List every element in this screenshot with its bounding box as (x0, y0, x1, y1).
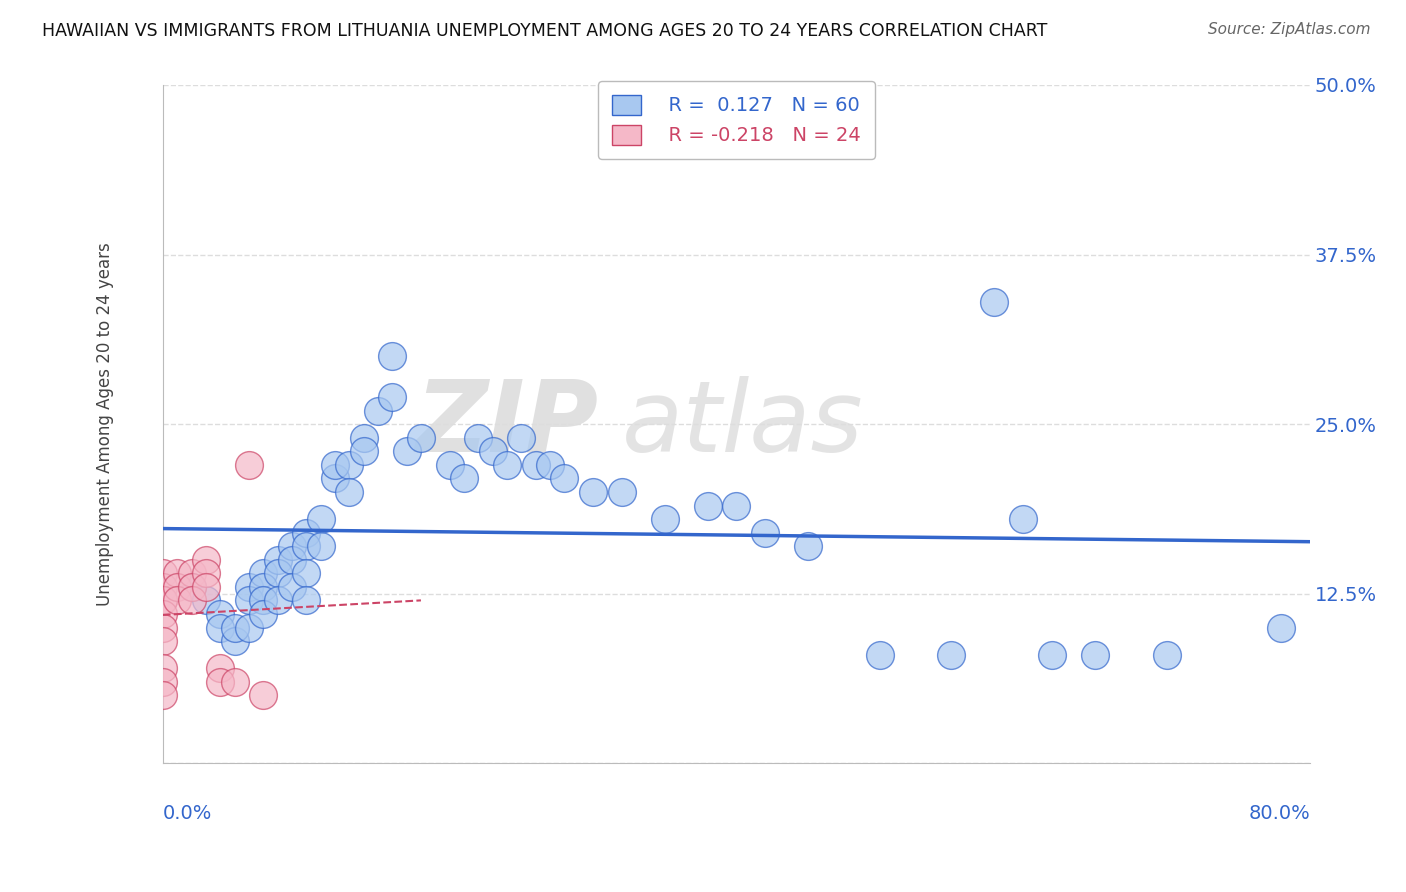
Point (353, 431, 375, 445)
Point (252, 566, 274, 581)
Text: Source: ZipAtlas.com: Source: ZipAtlas.com (1208, 22, 1371, 37)
Point (209, 607, 232, 621)
Point (180, 580, 202, 594)
Text: HAWAIIAN VS IMMIGRANTS FROM LITHUANIA UNEMPLOYMENT AMONG AGES 20 TO 24 YEARS COR: HAWAIIAN VS IMMIGRANTS FROM LITHUANIA UN… (42, 22, 1047, 40)
Point (166, 566, 188, 581)
Point (409, 431, 432, 445)
Point (797, 539, 820, 553)
Point (252, 580, 274, 594)
Text: atlas: atlas (621, 376, 863, 473)
Point (194, 593, 217, 607)
Text: ZIP: ZIP (416, 376, 599, 473)
Point (295, 539, 318, 553)
Point (367, 403, 389, 417)
Point (209, 674, 232, 689)
Point (467, 431, 489, 445)
Point (1084, 648, 1107, 662)
Point (524, 458, 547, 472)
Point (353, 444, 375, 458)
Point (266, 566, 288, 581)
Point (194, 553, 217, 567)
Point (725, 499, 748, 513)
Point (152, 674, 174, 689)
Point (238, 593, 260, 607)
Point (295, 525, 318, 540)
Point (152, 593, 174, 607)
Point (538, 458, 561, 472)
Point (209, 661, 232, 675)
Point (152, 566, 174, 581)
Point (238, 458, 260, 472)
Point (152, 634, 174, 648)
Point (309, 539, 332, 553)
Point (252, 593, 274, 607)
Point (152, 580, 174, 594)
Point (152, 661, 174, 675)
Legend:   R =  0.127   N = 60,   R = -0.218   N = 24: R = 0.127 N = 60, R = -0.218 N = 24 (598, 81, 875, 159)
Point (252, 607, 274, 621)
Point (309, 512, 332, 526)
Point (224, 621, 246, 635)
Point (209, 621, 232, 635)
Text: 80.0%: 80.0% (1249, 804, 1310, 823)
Point (238, 621, 260, 635)
Point (252, 689, 274, 703)
Point (496, 458, 519, 472)
Point (1040, 648, 1063, 662)
Point (224, 634, 246, 648)
Point (194, 580, 217, 594)
Point (381, 349, 404, 363)
Point (180, 593, 202, 607)
Point (1156, 648, 1178, 662)
Point (281, 580, 304, 594)
Point (582, 484, 605, 499)
Point (194, 566, 217, 581)
Point (152, 621, 174, 635)
Point (323, 471, 346, 485)
Point (266, 593, 288, 607)
Point (152, 689, 174, 703)
Point (481, 444, 503, 458)
Point (166, 593, 188, 607)
Point (152, 593, 174, 607)
Point (295, 566, 318, 581)
Text: 0.0%: 0.0% (163, 804, 212, 823)
Point (152, 607, 174, 621)
Point (281, 553, 304, 567)
Point (510, 431, 533, 445)
Point (1270, 621, 1292, 635)
Point (983, 295, 1005, 310)
Point (381, 390, 404, 404)
Point (166, 580, 188, 594)
Point (337, 484, 360, 499)
Point (180, 566, 202, 581)
Point (323, 458, 346, 472)
Point (754, 525, 776, 540)
Point (869, 648, 891, 662)
Point (238, 580, 260, 594)
Text: Unemployment Among Ages 20 to 24 years: Unemployment Among Ages 20 to 24 years (97, 243, 114, 606)
Point (439, 458, 461, 472)
Point (337, 458, 360, 472)
Point (553, 471, 575, 485)
Point (453, 471, 475, 485)
Point (654, 512, 676, 526)
Point (266, 553, 288, 567)
Point (180, 580, 202, 594)
Point (281, 539, 304, 553)
Point (395, 444, 418, 458)
Point (696, 499, 718, 513)
Point (610, 484, 633, 499)
Point (941, 648, 963, 662)
Point (224, 674, 246, 689)
Point (295, 593, 318, 607)
Point (1012, 512, 1035, 526)
